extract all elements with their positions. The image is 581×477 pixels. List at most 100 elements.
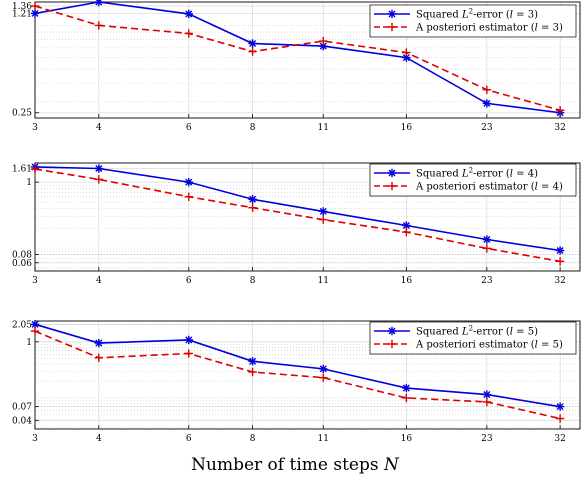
legend: Squared L2-error (l = 4) A posteriori est… (369, 163, 577, 197)
series-squared-error (30, 0, 565, 117)
data-point (482, 390, 492, 399)
y-tick-label: 1.61 (12, 164, 32, 174)
x-tick-label: 4 (96, 123, 102, 133)
y-tick-label: 1.36 (12, 2, 32, 12)
series-line (34, 166, 561, 252)
x-tick-label: 16 (401, 434, 413, 444)
legend-entry: Squared L2-error (l = 5) (416, 325, 538, 338)
data-point (248, 367, 257, 377)
data-point (94, 175, 104, 184)
data-point (555, 246, 565, 255)
legend: Squared L2-error (l = 3) A posteriori est… (369, 4, 577, 38)
legend-entry: Squared L2-error (l = 3) (416, 8, 538, 21)
legend-box (369, 163, 577, 197)
y-tick-label: 2.05 (12, 320, 32, 330)
x-tick-label: 11 (318, 123, 329, 133)
x-tick-label: 23 (481, 276, 493, 286)
data-point (319, 36, 328, 46)
chart-panel-3: 3 4 6 8 11 16 23 32 0.04 0.07 1 2.05 Squared L2-erro… (12, 320, 581, 444)
data-point (184, 177, 193, 187)
data-point (555, 257, 565, 266)
data-point (402, 393, 411, 403)
plot-frame (34, 162, 581, 272)
data-point (94, 0, 104, 7)
series-line (34, 168, 561, 263)
data-point (319, 207, 328, 216)
series-estimator (30, 164, 565, 266)
plot-frame (34, 1, 581, 119)
x-tick-label: 6 (186, 276, 192, 286)
legend-entry: A posteriori estimator (l = 5) (415, 340, 563, 351)
data-point (248, 47, 257, 56)
legend-marker (387, 339, 397, 349)
x-tick-label: 3 (32, 434, 38, 444)
data-point (555, 414, 565, 423)
chart-panel-2: 3 4 6 8 11 16 23 32 0.060.08 1 1.61 Squared L2-erro… (12, 162, 581, 286)
legend-box (369, 321, 577, 355)
y-tick-label: 0.07 (12, 403, 32, 413)
data-point (30, 9, 40, 18)
minor-gridlines (35, 25, 580, 102)
data-point (184, 9, 193, 19)
y-tick-label: 0.25 (12, 109, 32, 119)
data-point (184, 335, 193, 345)
legend-marker (387, 168, 397, 178)
data-point (184, 349, 193, 358)
data-point (402, 227, 411, 237)
x-tick-label: 8 (250, 123, 256, 133)
x-tick-label: 8 (250, 434, 256, 444)
x-tick-label: 23 (481, 123, 493, 133)
data-point (248, 357, 257, 366)
x-tick-label: 8 (250, 276, 256, 286)
data-point (94, 338, 104, 348)
x-tick-label: 6 (186, 123, 192, 133)
series-line (34, 1, 561, 114)
data-point (30, 1, 40, 11)
plot-frame (34, 320, 581, 430)
data-point (94, 164, 104, 173)
x-tick-label: 3 (32, 276, 38, 286)
y-tick-label: 0.06 (12, 259, 32, 269)
data-point (319, 373, 328, 382)
data-point (184, 192, 193, 201)
x-tick-label: 32 (554, 434, 565, 444)
x-tick-label: 3 (32, 123, 38, 133)
x-tick-label: 11 (318, 434, 329, 444)
x-tick-label: 4 (96, 434, 102, 444)
y-tick-label: 1 (26, 178, 32, 188)
data-point (184, 29, 193, 38)
data-point (555, 402, 565, 411)
data-point (248, 203, 257, 212)
legend-marker (387, 181, 397, 191)
x-tick-label: 16 (401, 276, 413, 286)
data-point (94, 353, 104, 362)
data-point (402, 383, 411, 393)
data-point (482, 85, 492, 94)
data-point (555, 106, 565, 115)
data-point (248, 195, 257, 204)
data-point (248, 39, 257, 48)
data-point (482, 99, 492, 108)
x-tick-label: 4 (96, 276, 102, 286)
legend-marker (387, 9, 397, 19)
data-point (30, 164, 40, 174)
x-tick-label: 11 (318, 276, 329, 286)
data-point (94, 21, 104, 30)
y-tick-label: 1.21 (12, 9, 32, 19)
data-point (30, 326, 40, 336)
series-squared-error (30, 162, 565, 255)
series-estimator (30, 1, 565, 115)
x-tick-label: 6 (186, 434, 192, 444)
legend: Squared L2-error (l = 5) A posteriori est… (369, 321, 577, 355)
legend-marker (387, 326, 397, 336)
legend-box (369, 4, 577, 38)
x-tick-label: 32 (554, 276, 565, 286)
series-line (34, 5, 561, 112)
y-tick-label: 1 (26, 338, 32, 348)
data-point (402, 48, 411, 57)
data-point (482, 235, 492, 244)
legend-entry: Squared L2-error (l = 4) (416, 167, 538, 180)
x-tick-label: 32 (554, 123, 565, 133)
chart-panel-1: 3 4 6 8 11 16 23 32 0.25 1.211.36 Squared L2-error… (12, 0, 581, 133)
